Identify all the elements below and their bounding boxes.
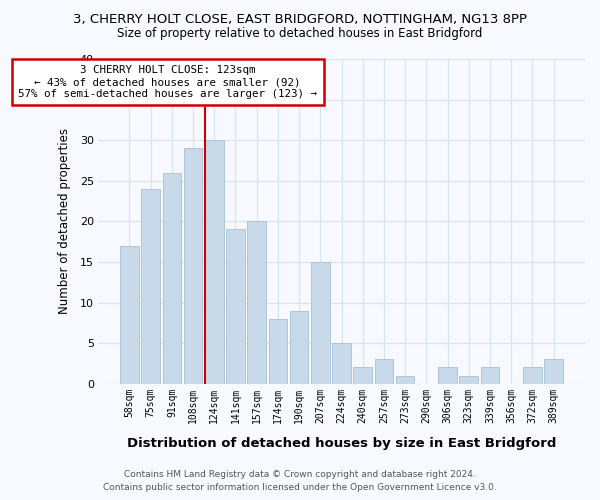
Bar bbox=[438, 368, 457, 384]
Bar bbox=[290, 310, 308, 384]
Bar bbox=[205, 140, 224, 384]
Bar bbox=[120, 246, 139, 384]
Y-axis label: Number of detached properties: Number of detached properties bbox=[58, 128, 71, 314]
Bar bbox=[142, 189, 160, 384]
Bar bbox=[332, 343, 351, 384]
Bar bbox=[460, 376, 478, 384]
Text: 3, CHERRY HOLT CLOSE, EAST BRIDGFORD, NOTTINGHAM, NG13 8PP: 3, CHERRY HOLT CLOSE, EAST BRIDGFORD, NO… bbox=[73, 12, 527, 26]
Bar bbox=[226, 230, 245, 384]
Bar bbox=[374, 360, 393, 384]
Bar bbox=[396, 376, 415, 384]
Bar bbox=[311, 262, 329, 384]
Text: Size of property relative to detached houses in East Bridgford: Size of property relative to detached ho… bbox=[118, 28, 482, 40]
Bar bbox=[353, 368, 372, 384]
Text: Contains HM Land Registry data © Crown copyright and database right 2024.
Contai: Contains HM Land Registry data © Crown c… bbox=[103, 470, 497, 492]
Bar bbox=[247, 222, 266, 384]
X-axis label: Distribution of detached houses by size in East Bridgford: Distribution of detached houses by size … bbox=[127, 437, 556, 450]
Text: 3 CHERRY HOLT CLOSE: 123sqm
← 43% of detached houses are smaller (92)
57% of sem: 3 CHERRY HOLT CLOSE: 123sqm ← 43% of det… bbox=[18, 66, 317, 98]
Bar bbox=[544, 360, 563, 384]
Bar bbox=[481, 368, 499, 384]
Bar bbox=[184, 148, 202, 384]
Bar bbox=[523, 368, 542, 384]
Bar bbox=[163, 172, 181, 384]
Bar bbox=[269, 319, 287, 384]
